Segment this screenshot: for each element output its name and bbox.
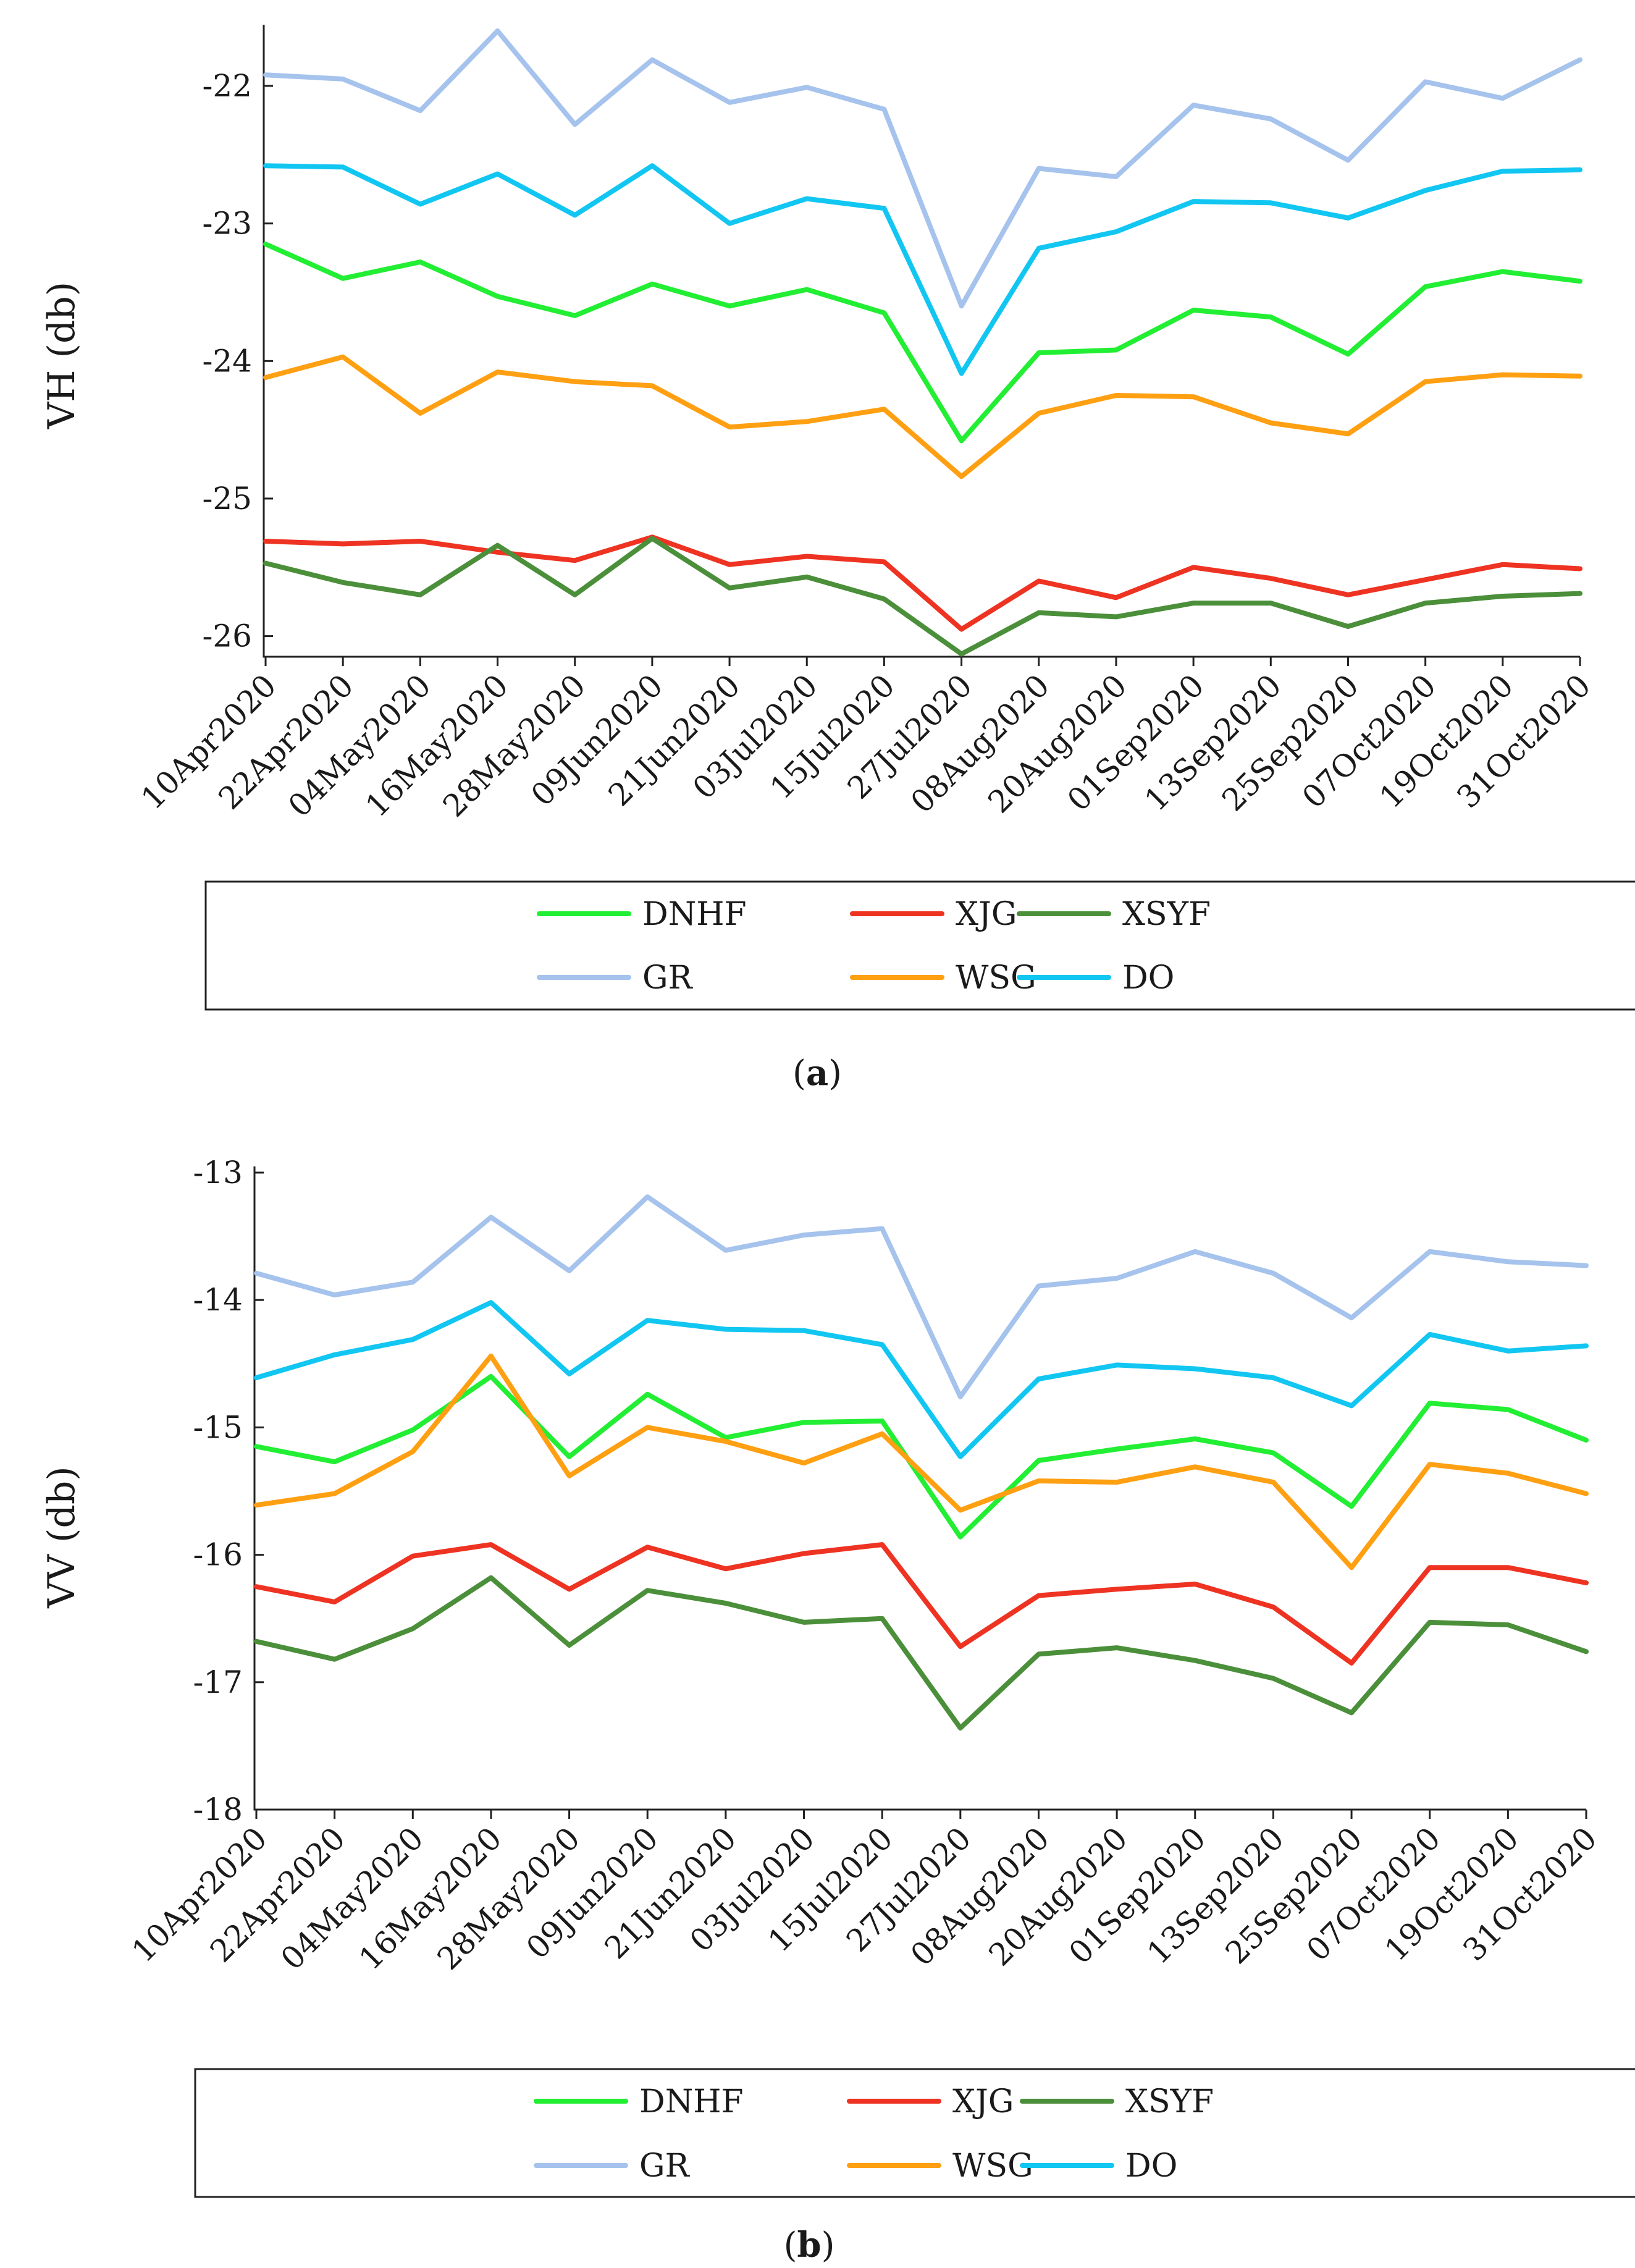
panel-caption: (b) [784,2225,835,2266]
series-line-dnhf [254,1373,1589,1540]
chart-panel-b: VV (db) -13 -14 -15 -16 -17 -18 10Apr202022Ap… [40,1155,1635,2266]
series-lines [263,28,1582,657]
legend-label-xsyf: XSYF [1125,2083,1214,2120]
y-tick-label: -22 [202,68,252,104]
series-line-xjg [254,1542,1589,1666]
legend-label-do: DO [1122,959,1174,997]
plot-axes [263,25,1580,658]
series-line-xsyf [263,536,1582,657]
legend-label-wsg: WSG [952,2148,1033,2185]
series-line-xjg [263,534,1582,632]
y-tick-label: -24 [202,343,252,379]
y-tick-label: -15 [193,1409,243,1445]
y-tick-label: -23 [202,206,252,242]
y-axis-ticks: -13 -14 -15 -16 -17 -18 [193,1155,264,1827]
chart-panel-a: VH (db) -22 -23 -24 -25 -26 10Apr202022Apr20… [40,25,1635,1094]
series-line-gr [254,1194,1589,1399]
legend-box [194,2068,1635,2198]
y-axis-ticks: -22 -23 -24 -25 -26 [202,68,273,654]
y-tick-label: -16 [193,1537,243,1573]
legend-label-dnhf: DNHF [639,2083,744,2120]
series-line-gr [263,28,1582,309]
legend-label-dnhf: DNHF [642,896,747,933]
series-line-xsyf [254,1575,1589,1731]
legend-label-gr: GR [639,2148,691,2185]
y-tick-label: -14 [193,1282,243,1318]
series-line-do [254,1300,1589,1459]
x-axis-ticks: 10Apr202022Apr202004May202016May202028Ma… [125,1810,1603,1977]
legend-label-gr: GR [642,959,694,997]
y-tick-label: -26 [202,618,252,654]
legend-box [204,880,1635,1011]
series-line-dnhf [263,242,1582,444]
plot-axes [253,1166,1586,1811]
series-line-wsg [254,1353,1589,1570]
y-tick-label: -25 [202,481,252,516]
x-axis-ticks: 10Apr202022Apr202004May202016May202028Ma… [134,657,1597,824]
y-axis-label: VH (db) [40,282,83,429]
legend-label-xjg: XJG [956,896,1017,933]
legend: DNHF XJG XSYF GR WSG DO [534,2083,1214,2185]
y-tick-label: -18 [193,1792,243,1827]
y-axis-label: VV (db) [40,1466,83,1608]
legend-label-xsyf: XSYF [1122,896,1211,933]
series-line-do [263,163,1582,376]
y-tick-label: -13 [193,1155,243,1191]
series-lines [254,1194,1589,1731]
panel-caption: (a) [792,1053,842,1094]
legend-label-do: DO [1125,2148,1177,2185]
series-line-wsg [263,354,1582,479]
legend-label-xjg: XJG [952,2083,1014,2120]
y-tick-label: -17 [193,1664,243,1700]
